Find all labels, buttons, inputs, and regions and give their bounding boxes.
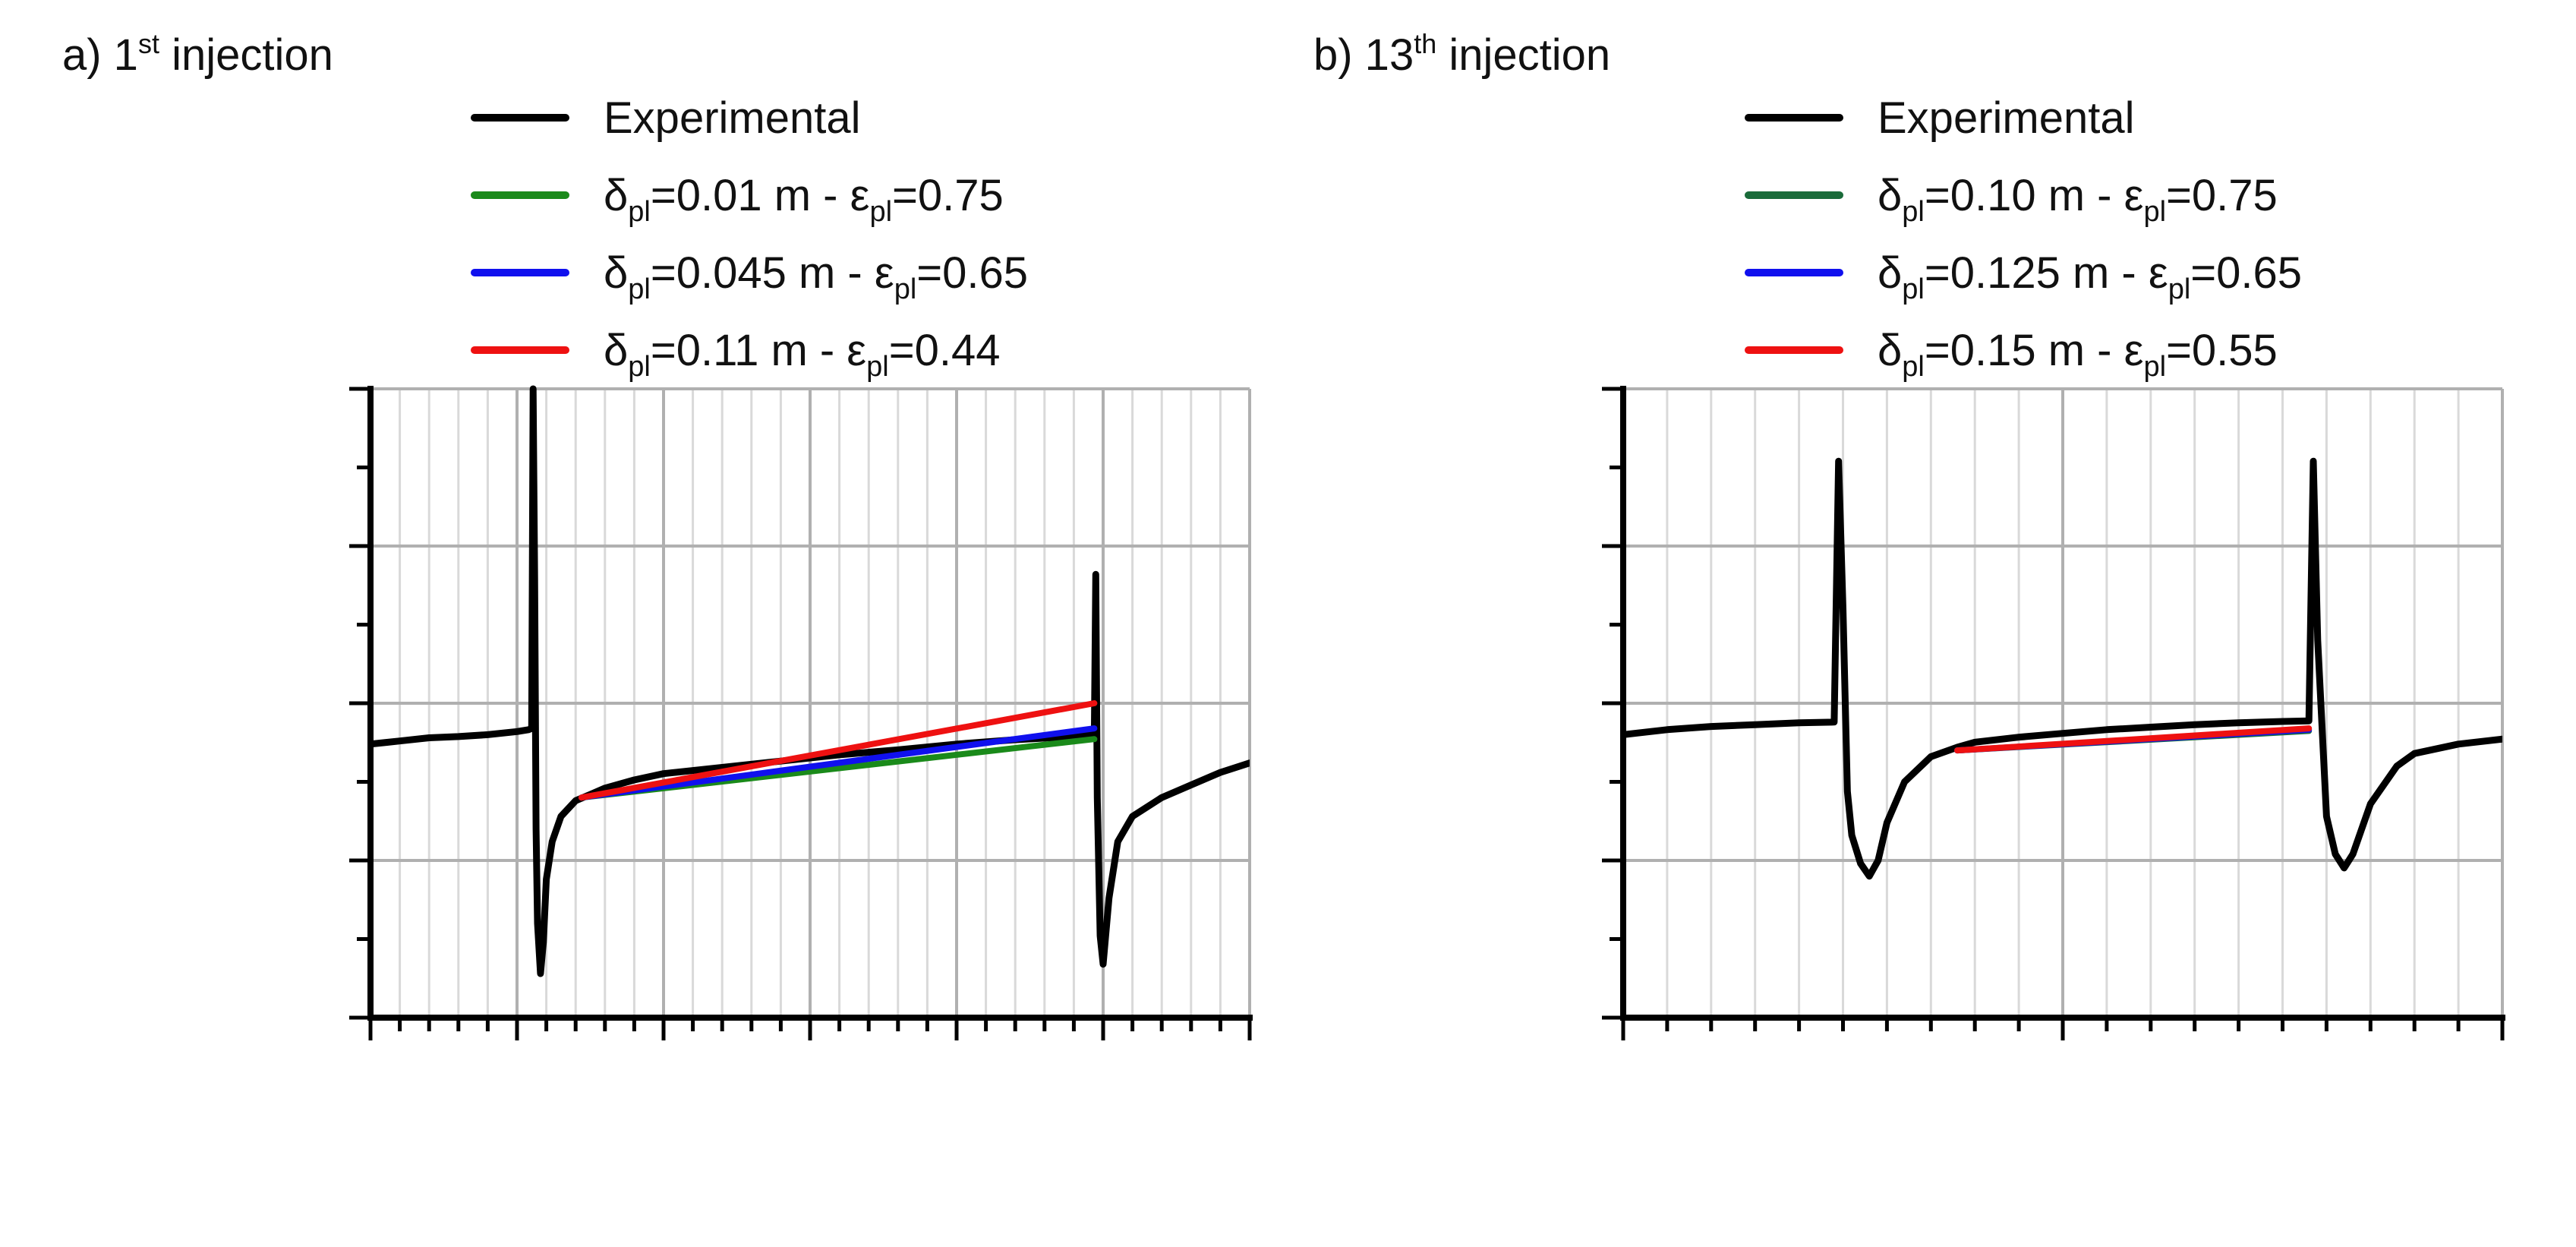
legend-subscript: pl [1902,273,1925,305]
legend-subscript: pl [628,351,651,383]
panel-label: b) 13th injection [1313,28,1610,80]
legend-text: =0.65 [2190,248,2302,298]
legend-entry: δpl=0.15 m - εpl=0.55 [1878,326,2278,383]
legend-text: =0.75 [2166,171,2278,220]
legend-text: Experimental [1878,93,2134,143]
legend-subscript: pl [869,196,892,228]
legend-text: =0.15 m - ε [1925,326,2144,375]
panel-label-rest: injection [1436,30,1610,80]
legend-subscript: pl [628,196,651,228]
legend-entry: δpl=0.10 m - εpl=0.75 [1878,171,2278,228]
legend-entry: Experimental [604,93,860,143]
legend-subscript: pl [866,351,889,383]
legend-subscript: pl [1902,196,1925,228]
panel-label-sup: th [1414,28,1436,59]
legend-text: δ [604,326,628,375]
legend-subscript: pl [2143,196,2166,228]
legend-text: δ [1878,248,1902,298]
legend-text: δ [1878,326,1902,375]
legend-text: δ [1878,171,1902,220]
legend-text: =0.01 m - ε [651,171,870,220]
legend-subscript: pl [894,273,917,305]
legend-text: Experimental [604,93,860,143]
legend-entry: δpl=0.01 m - εpl=0.75 [604,171,1004,228]
legend-subscript: pl [628,273,651,305]
legend-text: δ [604,248,628,298]
legend-entry: Experimental [1878,93,2134,143]
legend-text: =0.65 [916,248,1028,298]
series-model-line-3 [578,700,1098,801]
legend-text: =0.55 [2166,326,2278,375]
legend-text: =0.75 [892,171,1004,220]
legend-text: =0.125 m - ε [1925,248,2168,298]
panel-label-main: b) 13 [1313,30,1414,80]
panel-label-main: a) 1 [62,30,138,80]
legend-entry: δpl=0.045 m - εpl=0.65 [604,248,1028,305]
legend-text: =0.44 [889,326,1001,375]
legend-text: δ [604,171,628,220]
legend-text: =0.10 m - ε [1925,171,2144,220]
legend-subscript: pl [2168,273,2191,305]
series-model-line-2 [578,725,1098,801]
legend-entry: δpl=0.11 m - εpl=0.44 [604,326,1001,383]
series-experimental-line [370,385,1250,977]
legend-text: =0.045 m - ε [651,248,894,298]
series-experimental-line [1623,457,2502,880]
legend-subscript: pl [2143,351,2166,383]
panel-label-rest: injection [159,30,333,80]
series-model-line-3 [1954,725,2313,754]
panel-label: a) 1st injection [62,28,333,80]
legend-subscript: pl [1902,351,1925,383]
panel-label-sup: st [138,28,159,59]
legend-entry: δpl=0.125 m - εpl=0.65 [1878,248,2302,305]
legend-text: =0.11 m - ε [651,326,866,375]
